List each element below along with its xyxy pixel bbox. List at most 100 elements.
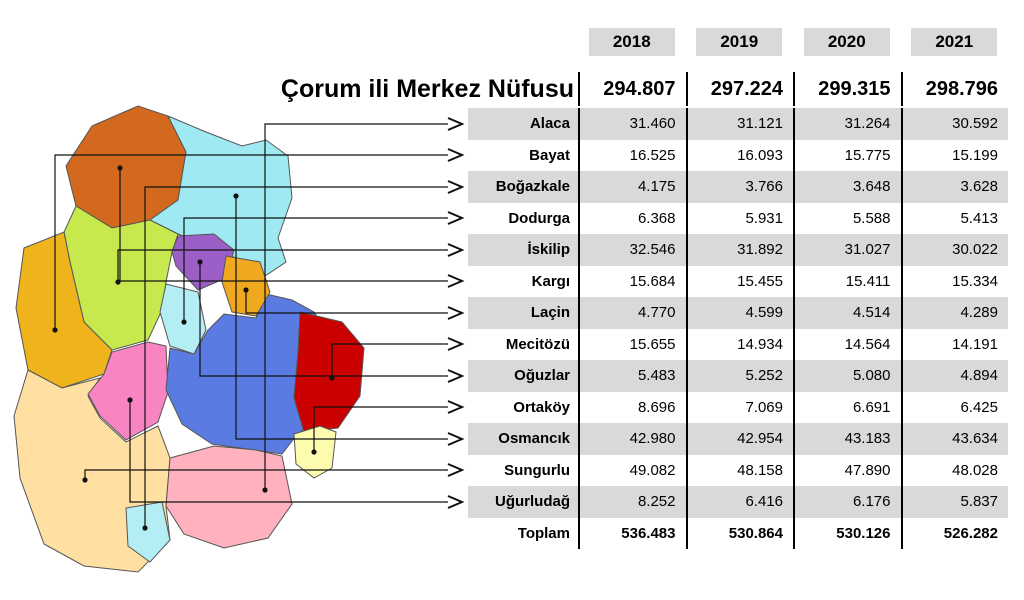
population-cell: 15.455	[685, 265, 794, 297]
population-cell: 6.176	[793, 486, 901, 518]
population-cell: 42.954	[685, 423, 794, 455]
district-name-cell: Oğuzlar	[514, 367, 570, 385]
population-cell: 15.684	[578, 265, 686, 297]
total-value-cell: 536.483	[578, 517, 686, 549]
map-connectors	[52, 117, 465, 531]
year-header-2018: 2018	[588, 28, 675, 56]
population-cell: 16.525	[578, 139, 686, 171]
population-cell: 6.691	[793, 391, 901, 423]
connector-lacin	[243, 287, 465, 320]
year-header-spacer	[468, 28, 578, 56]
arrow-iskilip	[447, 243, 465, 257]
connector-iskilip	[115, 243, 465, 285]
population-cell: 43.183	[793, 423, 901, 455]
total-value-cell: 530.126	[793, 517, 901, 549]
table-row-oguzlar: Oğuzlar 5.483 5.252 5.080 4.894	[468, 360, 1008, 392]
population-cell: 15.411	[793, 265, 901, 297]
merkez-value: 294.807	[578, 72, 686, 106]
population-cell: 6.425	[900, 391, 1009, 423]
population-cell: 31.264	[793, 108, 901, 140]
arrow-bogazkale	[447, 180, 465, 194]
population-cell: 5.588	[793, 202, 901, 234]
arrow-mecitozu	[447, 337, 465, 351]
merkez-row-spacer	[468, 72, 578, 106]
table-row-ortakoy: Ortaköy 8.696 7.069 6.691 6.425	[468, 391, 1009, 423]
arrow-ugurludag	[447, 495, 465, 509]
connector-oguzlar	[197, 259, 465, 383]
connector-mecitozu	[329, 337, 465, 381]
connector-bayat	[52, 148, 465, 333]
arrow-kargi	[447, 274, 465, 288]
table-row-iskilip: İskilip 32.546 31.892 31.027 30.022	[468, 234, 1008, 266]
population-cell: 3.766	[685, 171, 794, 203]
district-name-cell: Bayat	[529, 146, 570, 164]
population-cell: 5.413	[900, 202, 1009, 234]
page-title: Çorum ili Merkez Nüfusu	[280, 75, 574, 103]
population-cell: 31.121	[685, 108, 794, 140]
district-name-cell: İskilip	[527, 241, 570, 259]
map-region-lacin	[221, 255, 271, 317]
arrow-alaca	[447, 117, 465, 131]
arrow-oguzlar	[447, 369, 465, 383]
table-row-sungurlu: Sungurlu 49.082 48.158 47.890 48.028	[468, 454, 1008, 486]
population-cell: 8.252	[578, 486, 686, 518]
map-region-ugurludag	[87, 341, 169, 441]
population-table: 2018 2019 2020 2021 294.807 297.224 299.…	[468, 28, 1008, 549]
population-cell: 5.837	[900, 486, 1009, 518]
population-cell: 5.080	[793, 360, 901, 392]
population-cell: 7.069	[685, 391, 794, 423]
arrow-sungurlu	[447, 463, 465, 477]
population-cell: 4.514	[793, 297, 901, 329]
map-regions	[13, 105, 365, 573]
table-row-bogazkale: Boğazkale 4.175 3.766 3.648 3.628	[468, 171, 1008, 203]
population-cell: 42.980	[578, 423, 686, 455]
table-row-toplam: Toplam 536.483 530.864 530.126 526.282	[468, 517, 1008, 549]
population-cell: 47.890	[793, 454, 901, 486]
table-row-kargi: Kargı 15.684 15.455 15.411 15.334	[468, 265, 1009, 297]
population-cell: 5.931	[685, 202, 794, 234]
connector-ugurludag	[127, 397, 465, 509]
district-name-cell: Osmancık	[498, 430, 570, 448]
population-cell: 14.564	[793, 328, 901, 360]
population-cell: 5.252	[685, 360, 794, 392]
population-cell: 31.027	[793, 234, 901, 266]
arrow-bayat	[447, 148, 465, 162]
district-name-cell: Boğazkale	[495, 178, 570, 196]
population-cell: 15.199	[900, 139, 1009, 171]
total-value-cell: 530.864	[685, 517, 794, 549]
map-region-osmancik	[149, 115, 293, 279]
table-row-ugurludag: Uğurludağ 8.252 6.416 6.176 5.837	[468, 486, 1008, 518]
population-cell: 4.175	[578, 171, 686, 203]
merkez-value: 299.315	[793, 72, 901, 106]
district-name-cell: Dodurga	[508, 209, 570, 227]
population-cell: 16.093	[685, 139, 794, 171]
table-row-bayat: Bayat 16.525 16.093 15.775 15.199	[468, 139, 1009, 171]
table-row-lacin: Laçin 4.770 4.599 4.514 4.289	[468, 297, 1008, 329]
map-region-mecitozu	[293, 311, 365, 433]
total-label-cell: Toplam	[517, 524, 570, 542]
district-name-cell: Uğurludağ	[495, 493, 570, 511]
year-header-2020: 2020	[803, 28, 890, 56]
district-name-cell: Kargı	[531, 272, 570, 290]
population-cell: 15.334	[900, 265, 1009, 297]
population-cell: 31.460	[578, 108, 686, 140]
population-cell: 4.289	[900, 297, 1009, 329]
connector-bogazkale	[142, 180, 465, 531]
population-cell: 43.634	[900, 423, 1009, 455]
arrow-osmancik	[447, 432, 465, 446]
table-row-mecitozu: Mecitözü 15.655 14.934 14.564 14.191	[468, 328, 1008, 360]
arrow-dodurga	[447, 211, 465, 225]
population-cell: 31.892	[685, 234, 794, 266]
population-cell: 15.775	[793, 139, 901, 171]
connector-kargi	[117, 165, 465, 288]
table-row-alaca: Alaca 31.460 31.121 31.264 30.592	[468, 108, 1008, 140]
map-region-alaca	[165, 445, 293, 549]
population-cell: 6.368	[578, 202, 686, 234]
population-cell: 49.082	[578, 454, 686, 486]
population-cell: 4.770	[578, 297, 686, 329]
merkez-value: 298.796	[900, 72, 1009, 106]
map-region-dodurga	[159, 283, 207, 355]
population-cell: 3.628	[900, 171, 1009, 203]
map-region-oguzlar	[171, 233, 235, 291]
